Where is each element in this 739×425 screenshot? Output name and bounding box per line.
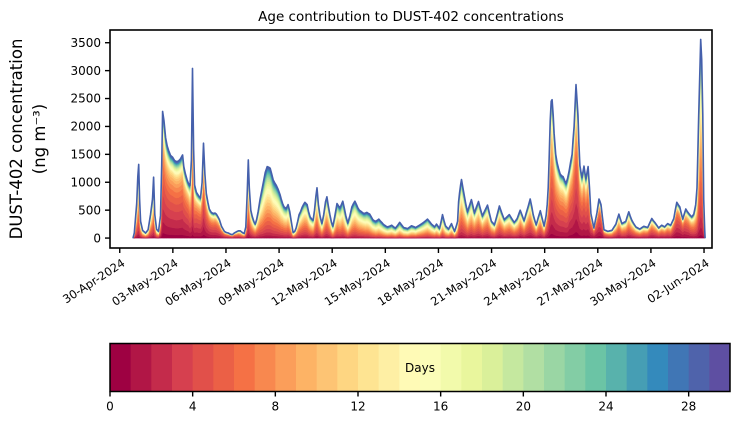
colorbar-segment-10 <box>316 343 338 392</box>
colorbar-segment-27 <box>668 343 690 392</box>
age-band-28 <box>132 41 706 239</box>
colorbar-segment-11 <box>337 343 359 392</box>
y-tick-label: 2500 <box>70 92 101 106</box>
plot-axes: 050010001500200025003000350030-Apr-20240… <box>60 29 713 309</box>
y-axis-label-line1: DUST-402 concentration <box>7 39 26 240</box>
age-band-18 <box>132 71 706 239</box>
colorbar-tick-label: 16 <box>433 400 448 414</box>
colorbar-segment-25 <box>626 343 648 392</box>
colorbar-border <box>109 342 731 393</box>
colorbar-segment-1 <box>130 343 152 392</box>
age-band-23 <box>132 53 706 239</box>
y-tick-label: 3000 <box>70 64 101 78</box>
colorbar-segment-21 <box>544 343 566 392</box>
colorbar-segment-22 <box>564 343 586 392</box>
colorbar-segment-15 <box>420 343 442 392</box>
colorbar: 0 4 8 12 16 20 24 28 <box>106 342 731 414</box>
colorbar-tick-label: 24 <box>598 400 613 414</box>
y-tick-label: 2000 <box>70 120 101 134</box>
y-tick-label: 1000 <box>70 175 101 189</box>
age-band-27 <box>132 43 706 239</box>
colorbar-segment-2 <box>151 343 173 392</box>
colorbar-segment-4 <box>192 343 214 392</box>
colorbar-segment-8 <box>275 343 297 392</box>
colorbar-segment-5 <box>213 343 235 392</box>
age-band-24 <box>132 50 706 239</box>
y-tick-label: 0 <box>93 231 101 245</box>
colorbar-segment-29 <box>709 343 731 392</box>
plot-border <box>109 29 713 249</box>
colorbar-tick-label: 8 <box>272 400 280 414</box>
colorbar-tick-label: 28 <box>681 400 696 414</box>
y-tick-label: 500 <box>78 203 101 217</box>
age-band-25 <box>132 48 706 239</box>
colorbar-segment-9 <box>296 343 318 392</box>
y-tick-label: 3500 <box>70 36 101 50</box>
colorbar-segment-23 <box>585 343 607 392</box>
age-band-20 <box>132 63 706 239</box>
age-band-22 <box>132 56 706 239</box>
colorbar-segment-13 <box>378 343 400 392</box>
y-tick-label: 1500 <box>70 148 101 162</box>
age-band-26 <box>132 45 706 239</box>
colorbar-segment-17 <box>461 343 483 392</box>
colorbar-segment-24 <box>606 343 628 392</box>
stacked-area-layers <box>132 38 706 239</box>
colorbar-tick-label: 4 <box>189 400 197 414</box>
colorbar-segment-28 <box>688 343 710 392</box>
colorbar-tick-label: 0 <box>106 400 114 414</box>
colorbar-segment-14 <box>399 343 421 392</box>
colorbar-segment-18 <box>482 343 504 392</box>
age-band-19 <box>132 67 706 239</box>
colorbar-segment-19 <box>502 343 524 392</box>
colorbar-tick-label: 20 <box>516 400 531 414</box>
age-band-29 <box>132 39 706 239</box>
colorbar-segment-20 <box>523 343 545 392</box>
total-envelope-line <box>132 38 706 239</box>
colorbar-label: Days <box>405 361 435 375</box>
colorbar-segment-7 <box>254 343 276 392</box>
colorbar-segment-16 <box>440 343 462 392</box>
colorbar-segment-12 <box>358 343 380 392</box>
chart-title: Age contribution to DUST-402 concentrati… <box>258 9 564 25</box>
colorbar-segment-6 <box>234 343 256 392</box>
colorbar-segment-0 <box>110 343 132 392</box>
y-axis-label-line2: (ng m⁻³) <box>30 104 49 174</box>
colorbar-segment-26 <box>647 343 669 392</box>
age-band-21 <box>132 59 706 239</box>
colorbar-tick-label: 12 <box>350 400 365 414</box>
colorbar-segment-3 <box>172 343 194 392</box>
